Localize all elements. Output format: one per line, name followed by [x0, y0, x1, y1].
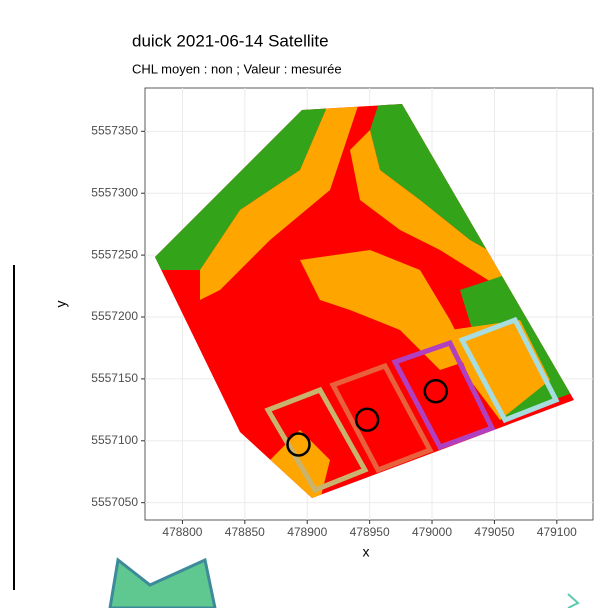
x-tick-label: 478850: [225, 525, 265, 539]
y-tick-label: 5557350: [91, 123, 138, 137]
arrow-shape: [568, 594, 578, 608]
x-tick-label: 478900: [287, 525, 327, 539]
x-tick-label: 478950: [350, 525, 390, 539]
x-tick-label: 479100: [537, 525, 577, 539]
y-tick-label: 5557250: [91, 247, 138, 261]
x-tick-label: 478800: [162, 525, 202, 539]
chart-title: duick 2021-06-14 Satellite: [132, 31, 329, 50]
y-tick-label: 5557050: [91, 495, 138, 509]
chart-subtitle: CHL moyen : non ; Valeur : mesurée: [132, 61, 342, 76]
y-tick-label: 5557150: [91, 371, 138, 385]
x-tick-label: 479000: [412, 525, 452, 539]
arrow-shape: [110, 560, 215, 608]
y-tick-label: 5557200: [91, 309, 138, 323]
y-tick-label: 5557100: [91, 433, 138, 447]
x-axis-label: x: [363, 544, 370, 560]
y-axis-label: y: [53, 301, 69, 308]
x-tick-label: 479050: [474, 525, 514, 539]
y-tick-label: 5557300: [91, 185, 138, 199]
chart: duick 2021-06-14 Satellite CHL moyen : n…: [0, 0, 604, 608]
